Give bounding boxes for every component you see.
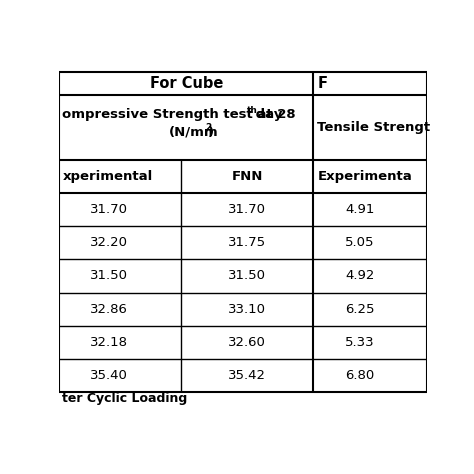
Text: 31.70: 31.70 [90,203,128,216]
Text: 2: 2 [206,123,212,132]
Text: 32.20: 32.20 [90,237,128,249]
Text: ompressive Strength test at 28: ompressive Strength test at 28 [63,108,296,121]
Text: th: th [247,106,258,115]
Text: 6.80: 6.80 [346,369,374,382]
Text: 31.75: 31.75 [228,237,266,249]
Text: ter Cyclic Loading: ter Cyclic Loading [63,392,188,405]
Text: 5.05: 5.05 [345,237,375,249]
Text: (N/mm: (N/mm [169,126,219,139]
Text: ): ) [208,126,214,139]
Text: day: day [251,108,283,121]
Text: FNN: FNN [231,170,263,183]
Text: 31.70: 31.70 [228,203,266,216]
Text: Tensile Strengt: Tensile Strengt [317,121,430,134]
Text: For Cube: For Cube [150,75,223,91]
Text: 4.91: 4.91 [345,203,374,216]
Text: 35.40: 35.40 [90,369,128,382]
Text: 32.60: 32.60 [228,336,266,349]
Text: 5.33: 5.33 [345,336,375,349]
Text: 32.86: 32.86 [90,302,128,316]
Text: F: F [317,75,328,91]
Text: 6.25: 6.25 [345,302,375,316]
Text: 35.42: 35.42 [228,369,266,382]
Text: xperimental: xperimental [63,170,153,183]
Text: 31.50: 31.50 [90,269,128,283]
Text: 32.18: 32.18 [90,336,128,349]
Text: 31.50: 31.50 [228,269,266,283]
Text: 33.10: 33.10 [228,302,266,316]
Text: Experimenta: Experimenta [317,170,412,183]
Text: 4.92: 4.92 [345,269,374,283]
